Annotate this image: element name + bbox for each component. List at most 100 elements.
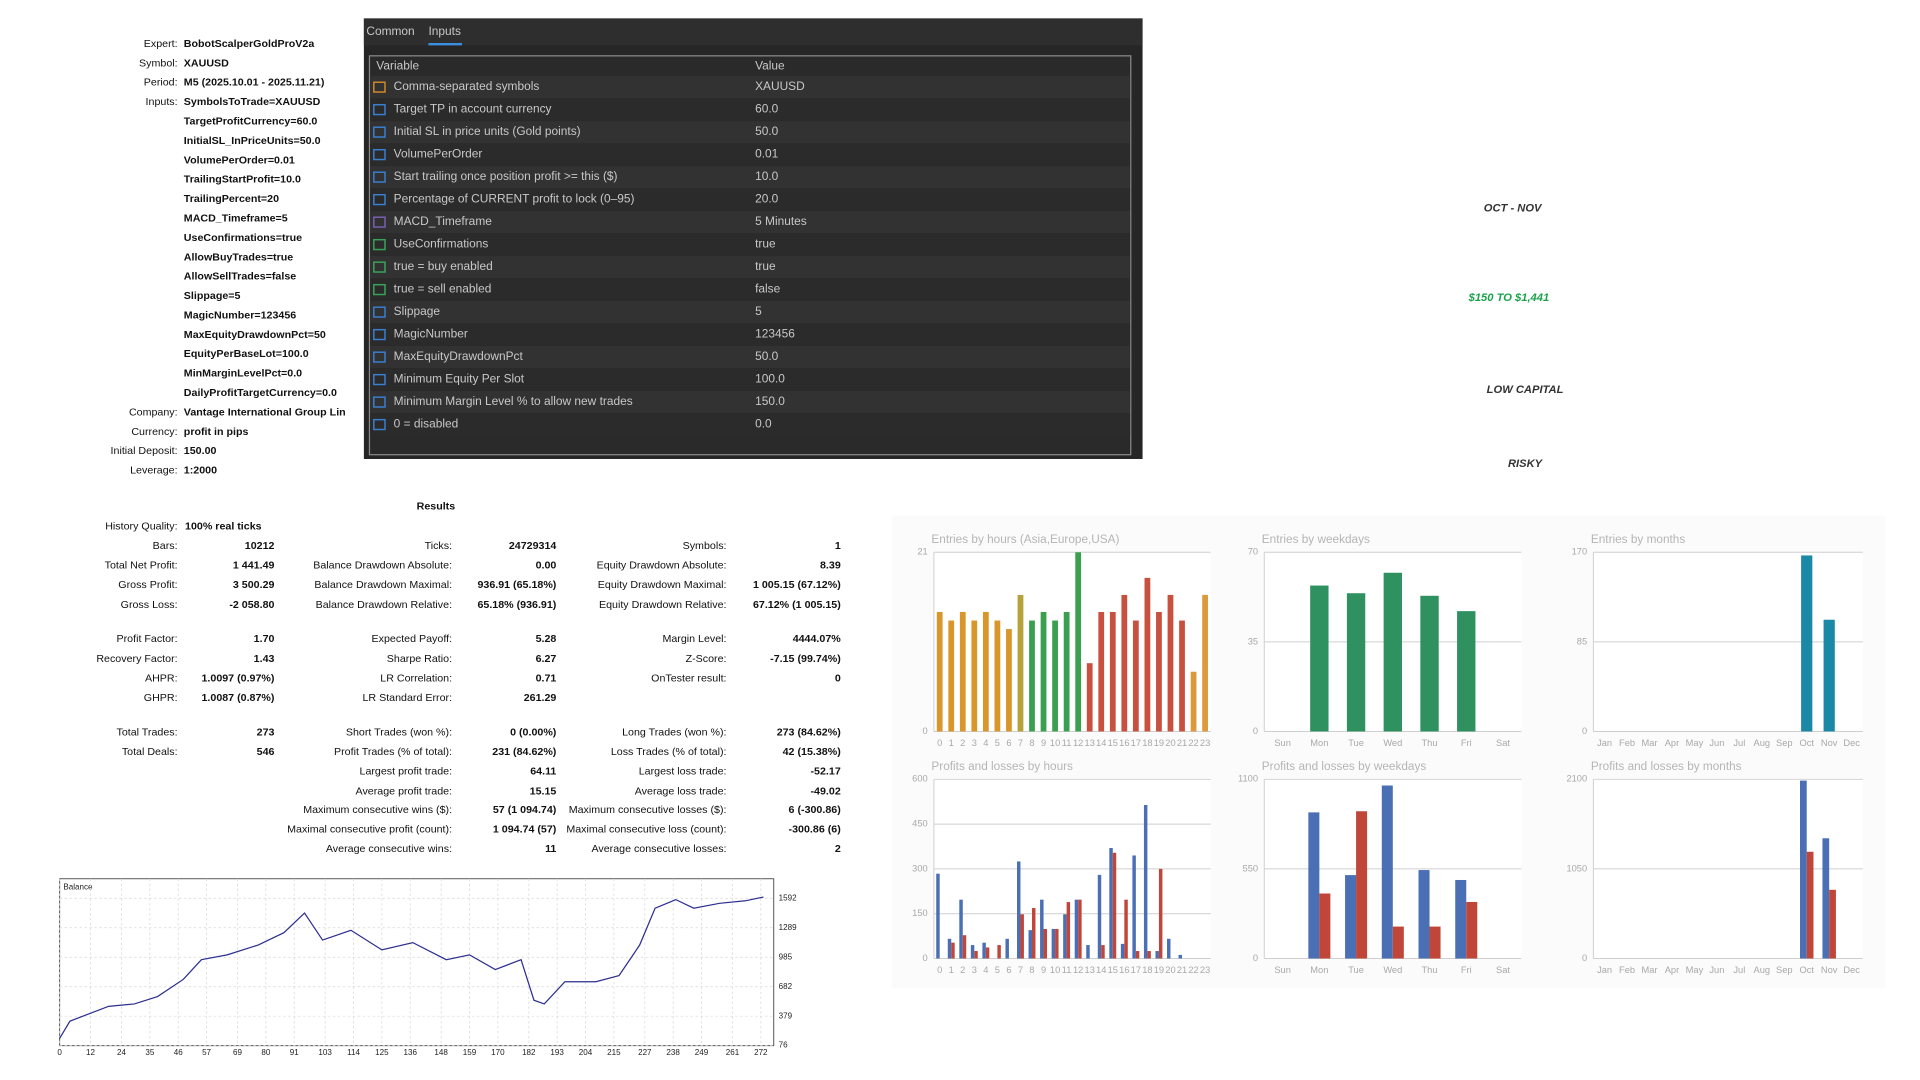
y-tick-label: 379 <box>779 1011 793 1020</box>
x-tick-label: 7 <box>1018 738 1023 748</box>
setting-value: Slippage=5 <box>184 290 241 302</box>
input-name: MACD_Timeframe <box>394 214 493 228</box>
x-tick-label: Jun <box>1709 738 1724 748</box>
result-label: Balance Drawdown Maximal: <box>314 579 452 591</box>
result-label: Largest loss trade: <box>639 766 727 778</box>
result-value: 3 500.29 <box>233 579 275 591</box>
setting-label: Expert: <box>144 38 178 50</box>
result-value: 1.0087 (0.87%) <box>201 692 274 704</box>
result-label: Average profit trade: <box>356 785 453 797</box>
bar <box>1806 851 1814 959</box>
input-row <box>370 76 1131 99</box>
bar <box>1383 572 1402 732</box>
y-tick-label: 550 <box>1243 863 1259 873</box>
result-label: Balance Drawdown Absolute: <box>313 560 452 572</box>
x-tick-label: 23 <box>1200 965 1210 975</box>
result-value: 5.28 <box>536 633 557 645</box>
x-tick-label: Fri <box>1461 965 1472 975</box>
y-tick-label: 300 <box>912 863 928 873</box>
bar <box>1020 914 1024 959</box>
x-tick-label: Thu <box>1422 965 1438 975</box>
bar <box>1310 585 1329 732</box>
x-tick-label: 18 <box>1142 965 1152 975</box>
result-label: Gross Profit: <box>118 579 177 591</box>
x-tick-label: Aug <box>1754 738 1771 748</box>
result-value: 1.0097 (0.97%) <box>201 673 274 685</box>
dialog-tab[interactable]: Inputs <box>428 24 461 38</box>
x-tick-label: 2 <box>960 738 965 748</box>
y-tick-label: 1289 <box>779 923 797 932</box>
y-tick-label: 35 <box>1248 636 1258 646</box>
x-tick-label: 16 <box>1119 738 1129 748</box>
y-tick-label: 85 <box>1577 636 1587 646</box>
bar <box>1109 848 1113 959</box>
input-name: true = buy enabled <box>394 259 493 273</box>
result-label: Long Trades (won %): <box>622 727 726 739</box>
result-label: Maximal consecutive profit (count): <box>287 823 452 835</box>
bar <box>1155 951 1159 959</box>
result-value: 8.39 <box>820 560 841 572</box>
bar <box>971 620 978 732</box>
result-value: 64.11 <box>530 766 556 778</box>
setting-value: TrailingStartProfit=10.0 <box>184 174 301 186</box>
setting-value: MagicNumber=123456 <box>184 309 297 321</box>
result-value: 0 <box>835 673 841 685</box>
result-value: 1.70 <box>254 633 275 645</box>
x-tick-label: 10 <box>1050 738 1060 748</box>
result-value: -2 058.80 <box>229 599 274 611</box>
content: Expert: BobotScalperGoldProV2a Symbol: XAUU… <box>57 24 1863 1057</box>
setting-label: Initial Deposit: <box>111 445 178 457</box>
result-label: OnTester result: <box>651 673 726 685</box>
y-tick-label: 76 <box>779 1041 789 1050</box>
bar <box>1829 889 1836 959</box>
result-label: Maximum consecutive wins ($): <box>303 804 452 816</box>
headline: $150 TO $1,441 <box>1468 292 1550 304</box>
x-tick-label: 9 <box>1041 965 1046 975</box>
result-label: Short Trades (won %): <box>346 727 452 739</box>
result-value: 67.12% (1 005.15) <box>753 599 841 611</box>
result-value: 4444.07% <box>793 633 842 645</box>
y-tick-label: 1100 <box>1238 774 1258 784</box>
result-value: 42 (15.38%) <box>783 746 841 758</box>
input-row <box>370 233 1131 256</box>
input-value: 20.0 <box>755 192 779 206</box>
result-value: 24729314 <box>509 540 557 552</box>
result-value: 57 (1 094.74) <box>493 804 556 816</box>
input-icon <box>373 171 386 183</box>
x-tick-label: 12 <box>1073 965 1083 975</box>
bar <box>1040 899 1044 959</box>
dialog-tab[interactable]: Common <box>366 24 414 38</box>
bar <box>974 951 978 959</box>
bar <box>1051 928 1056 959</box>
setting-value: profit in pips <box>184 426 249 438</box>
x-tick-label: 0 <box>937 738 942 748</box>
input-name: Target TP in account currency <box>394 102 552 116</box>
setting-label: Symbol: <box>139 57 178 69</box>
column-header: Value <box>755 58 785 72</box>
result-value: 0.71 <box>536 673 557 685</box>
x-tick-label: 204 <box>579 1048 593 1057</box>
x-tick-label: Sep <box>1776 965 1793 975</box>
setting-value: UseConfirmations=true <box>184 232 302 244</box>
result-label: Balance Drawdown Relative: <box>316 599 452 611</box>
x-tick-label: 5 <box>995 738 1000 748</box>
input-row <box>370 301 1131 324</box>
input-value: false <box>755 282 781 296</box>
result-label: AHPR: <box>145 673 178 685</box>
x-tick-label: 193 <box>550 1048 564 1057</box>
x-tick-label: 1 <box>949 738 954 748</box>
x-tick-label: 15 <box>1108 965 1118 975</box>
bar <box>1097 874 1102 959</box>
x-tick-label: Jan <box>1597 738 1612 748</box>
x-tick-label: 0 <box>57 1048 62 1057</box>
x-tick-label: 2 <box>960 965 965 975</box>
bar <box>962 935 967 959</box>
bar <box>982 612 989 732</box>
x-tick-label: 1 <box>949 965 954 975</box>
x-tick-label: Sun <box>1274 965 1291 975</box>
result-label: Margin Level: <box>662 633 726 645</box>
x-tick-label: 19 <box>1154 965 1164 975</box>
input-name: Initial SL in price units (Gold points) <box>394 124 581 138</box>
result-label: LR Correlation: <box>380 673 452 685</box>
input-value: true <box>755 259 776 273</box>
